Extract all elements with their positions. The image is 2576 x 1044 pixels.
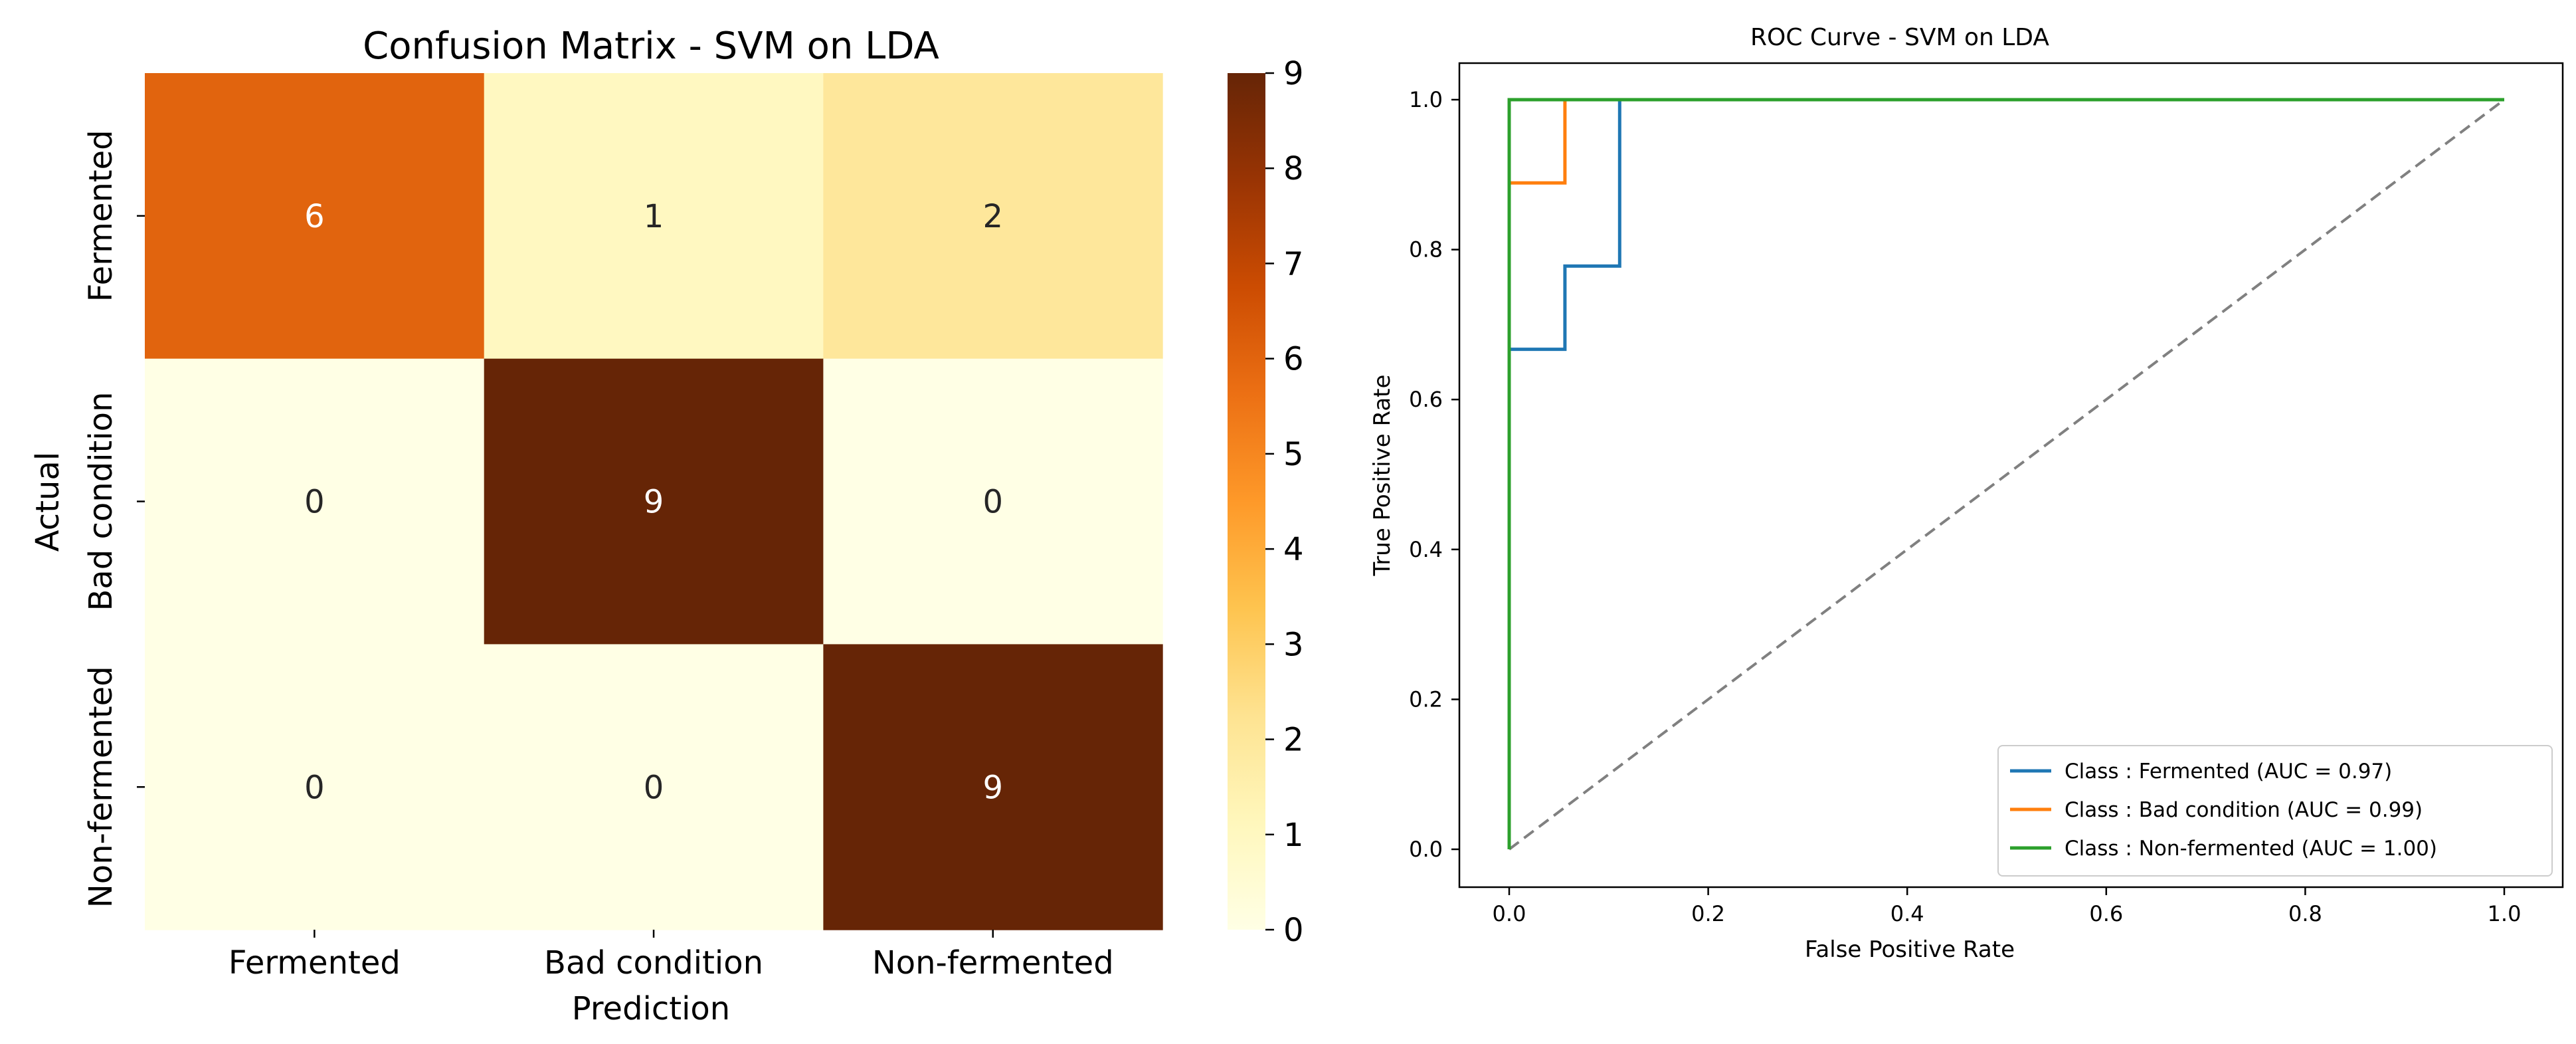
roc-y-tick-label: 1.0 — [1409, 87, 1443, 112]
cm-cell-value: 2 — [982, 198, 1003, 235]
roc-legend-box — [1997, 745, 2553, 877]
roc-x-tick-label: 1.0 — [2488, 901, 2522, 926]
cm-cell — [484, 644, 824, 930]
cm-y-tick-label: Fermented — [82, 130, 120, 302]
roc-legend-label: Class : Fermented (AUC = 0.97) — [2065, 760, 2392, 783]
roc-reference-diagonal — [1508, 98, 2506, 851]
cm-colorbar — [1228, 73, 1265, 930]
cm-title: Confusion Matrix - SVM on LDA — [363, 25, 939, 68]
cm-y-tick-label: Bad condition — [82, 392, 120, 611]
cm-cell-value: 0 — [982, 484, 1003, 521]
cm-x-tick-labels: Fermented Bad condition Non-fermented — [229, 930, 1114, 982]
cm-y-tick-label: Non-fermented — [82, 666, 120, 908]
cm-cell — [145, 644, 485, 930]
roc-y-tick-label: 0.0 — [1409, 837, 1443, 862]
cm-cell-value: 0 — [644, 769, 664, 806]
cm-cell — [145, 358, 485, 645]
cm-y-tick-labels: Fermented Bad condition Non-fermented — [82, 130, 145, 908]
cm-colorbar-tick-label: 4 — [1283, 531, 1304, 568]
roc-y-tick-label: 0.6 — [1409, 387, 1443, 412]
cm-cell-value: 0 — [304, 769, 325, 806]
cm-cell — [145, 73, 485, 360]
cm-cell-value: 1 — [644, 198, 664, 235]
cm-colorbar-tick-label: 9 — [1283, 55, 1304, 92]
roc-y-tick-label: 0.2 — [1409, 686, 1443, 712]
roc-x-tick-label: 0.6 — [2089, 901, 2123, 926]
cm-colorbar-tick-label: 3 — [1283, 626, 1304, 663]
cm-cell-value: 6 — [304, 198, 325, 235]
cm-x-tick-label: Bad condition — [544, 944, 763, 982]
cm-cell-value: 9 — [644, 484, 664, 521]
roc-y-ticks: 0.0 0.2 0.4 0.6 0.8 1.0 — [1409, 87, 1459, 862]
roc-y-tick-label: 0.4 — [1409, 537, 1443, 562]
cm-colorbar-tick-label: 0 — [1283, 912, 1304, 949]
cm-cell — [823, 358, 1163, 645]
roc-x-tick-label: 0.0 — [1493, 901, 1526, 926]
roc-x-tick-label: 0.4 — [1890, 901, 1924, 926]
roc-legend-label: Class : Non-fermented (AUC = 1.00) — [2065, 837, 2437, 861]
cm-x-tick-label: Non-fermented — [872, 944, 1114, 982]
confusion-matrix-chart: Confusion Matrix - SVM on LDA 6 1 20 9 00 0 9 … — [29, 25, 1304, 1027]
cm-cell — [484, 73, 824, 360]
cm-colorbar-tick-label: 8 — [1283, 150, 1304, 187]
roc-series-line-3 — [1507, 98, 2504, 849]
cm-cells — [145, 73, 1163, 930]
roc-title: ROC Curve - SVM on LDA — [1750, 24, 2049, 51]
cm-cell — [823, 73, 1163, 360]
cm-cell — [823, 644, 1163, 930]
roc-series — [1507, 98, 2504, 849]
roc-x-tick-label: 0.8 — [2288, 901, 2322, 926]
cm-x-tick-label: Fermented — [229, 944, 401, 982]
cm-cell-value: 0 — [304, 484, 325, 521]
roc-chart: ROC Curve - SVM on LDA 0.0 0.2 0.4 0.6 0.8 1.… — [1369, 24, 2564, 963]
roc-y-tick-label: 0.8 — [1409, 237, 1443, 262]
cm-ylabel: Actual — [29, 452, 66, 552]
cm-xlabel: Prediction — [572, 990, 730, 1027]
cm-colorbar-tick-label: 1 — [1283, 817, 1304, 854]
roc-x-ticks: 0.0 0.2 0.4 0.6 0.8 1.0 — [1493, 887, 2522, 926]
cm-cell-labels: 6 1 2 0 9 0 0 0 9 — [304, 198, 1003, 806]
cm-colorbar-tick-label: 5 — [1283, 436, 1304, 473]
cm-colorbar-ticks: 0 1 2 3 4 5 6 7 8 9 — [1265, 55, 1304, 949]
cm-colorbar-tick-label: 7 — [1283, 245, 1304, 282]
cm-colorbar-tick-label: 6 — [1283, 341, 1304, 378]
roc-plot-frame — [1458, 62, 2564, 888]
roc-legend: Class : Fermented (AUC = 0.97) Class : Ba… — [1997, 745, 2553, 877]
cm-cell-value: 9 — [982, 769, 1003, 806]
roc-x-tick-label: 0.2 — [1691, 901, 1725, 926]
cm-cell — [484, 358, 824, 645]
roc-ylabel: True Positive Rate — [1369, 375, 1396, 577]
cm-colorbar-tick-label: 2 — [1283, 722, 1304, 759]
roc-xlabel: False Positive Rate — [1805, 936, 2015, 963]
roc-legend-label: Class : Bad condition (AUC = 0.99) — [2065, 798, 2423, 822]
